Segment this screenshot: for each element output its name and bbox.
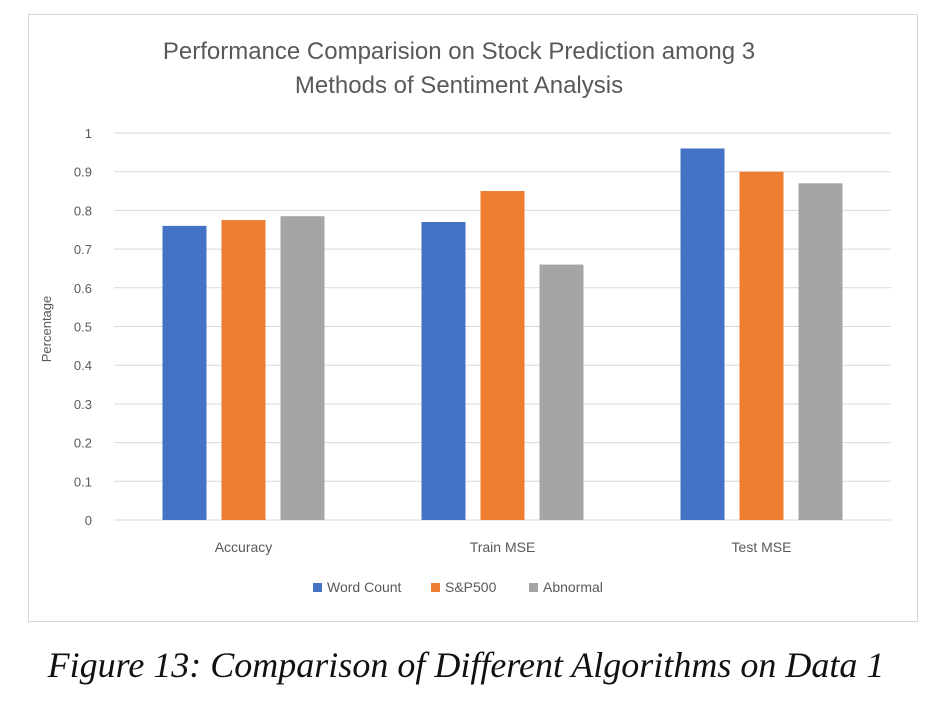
bar xyxy=(798,183,843,520)
y-tick-label: 0.6 xyxy=(74,281,92,296)
legend-swatch xyxy=(431,583,440,592)
bar-chart: Performance Comparision on Stock Predict… xyxy=(39,38,891,595)
y-tick-label: 1 xyxy=(85,126,92,141)
y-tick-label: 0.5 xyxy=(74,320,92,335)
bars xyxy=(162,148,843,521)
chart-title-line-2: Methods of Sentiment Analysis xyxy=(295,72,623,99)
chart-frame: Performance Comparision on Stock Predict… xyxy=(28,14,918,622)
y-tick-label: 0.1 xyxy=(74,474,92,489)
legend-swatch xyxy=(529,583,538,592)
category-label: Test MSE xyxy=(732,539,792,555)
y-tick-labels: 0 0.1 0.2 0.3 0.4 0.5 0.6 0.7 0.8 0.9 1 xyxy=(74,126,92,528)
legend-label: Word Count xyxy=(327,579,402,595)
y-axis-label: Percentage xyxy=(39,296,54,363)
bar xyxy=(221,220,266,520)
y-tick-label: 0.3 xyxy=(74,397,92,412)
y-tick-label: 0.8 xyxy=(74,203,92,218)
bar xyxy=(162,225,207,520)
category-label: Accuracy xyxy=(215,539,273,555)
y-tick-label: 0.9 xyxy=(74,165,92,180)
bar xyxy=(421,222,466,520)
bar xyxy=(539,264,584,520)
bar xyxy=(680,148,725,521)
y-tick-label: 0.2 xyxy=(74,436,92,451)
category-label: Train MSE xyxy=(470,539,536,555)
category-labels: Accuracy Train MSE Test MSE xyxy=(215,539,792,555)
bar xyxy=(280,216,325,520)
y-tick-label: 0 xyxy=(85,513,92,528)
legend-swatch xyxy=(313,583,322,592)
legend-label: Abnormal xyxy=(543,579,603,595)
legend-label: S&P500 xyxy=(445,579,497,595)
figure-caption: Figure 13: Comparison of Different Algor… xyxy=(47,645,885,685)
y-tick-label: 0.7 xyxy=(74,242,92,257)
legend: Word Count S&P500 Abnormal xyxy=(313,579,603,595)
bar xyxy=(739,171,784,520)
bar xyxy=(480,191,525,521)
chart-title-line-1: Performance Comparision on Stock Predict… xyxy=(163,38,755,65)
y-tick-label: 0.4 xyxy=(74,358,92,373)
